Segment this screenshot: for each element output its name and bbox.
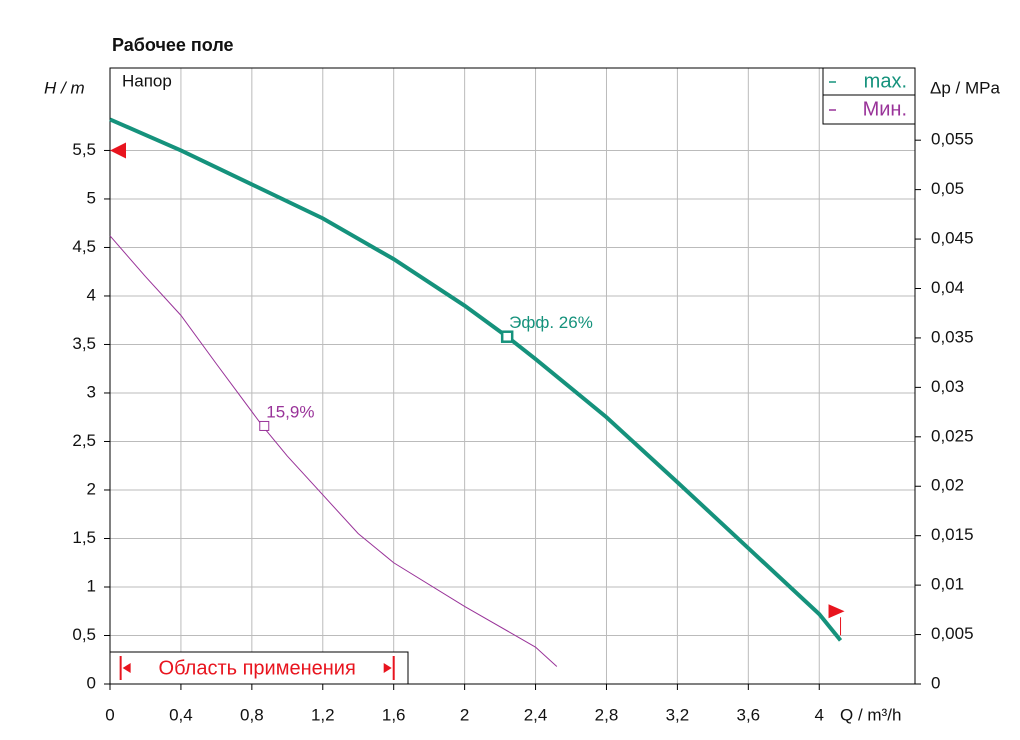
y2-tick-label: 0,035 — [931, 327, 974, 346]
efficiency-marker — [259, 420, 270, 431]
range-arrow — [122, 663, 131, 673]
legend-label: Мин. — [863, 98, 907, 120]
annotation: Эфф. 26% — [509, 313, 593, 332]
x-axis-label: Q / m³/h — [840, 705, 901, 724]
plot-area — [110, 68, 915, 684]
x-tick-label: 0,8 — [240, 705, 264, 724]
series-line — [109, 235, 558, 667]
y-tick-label: 5,5 — [72, 140, 96, 159]
x-tick-label: 1,6 — [382, 705, 406, 724]
y-tick-label: 0,5 — [72, 625, 96, 644]
y-tick-label: 1 — [87, 576, 96, 595]
y2-tick-label: 0,04 — [931, 278, 964, 297]
y2-tick-label: 0,015 — [931, 525, 974, 544]
x-tick-label: 0,4 — [169, 705, 193, 724]
subtitle: Напор — [122, 71, 172, 90]
legend-box — [822, 67, 916, 125]
y2-tick-label: 0,025 — [931, 426, 974, 445]
y2-tick-label: 0 — [931, 673, 940, 692]
range-label: Область применения — [159, 657, 356, 679]
plot-frame — [109, 67, 916, 685]
y-tick-label: 5 — [87, 188, 96, 207]
x-tick-label: 3,2 — [666, 705, 690, 724]
x-tick-label: 1,2 — [311, 705, 335, 724]
y2-axis-label: Δp / MPa — [930, 78, 1000, 97]
chart-title: Рабочее поле — [112, 35, 234, 55]
y2-tick-label: 0,01 — [931, 575, 964, 594]
y2-tick-label: 0,02 — [931, 476, 964, 495]
range-arrow — [383, 663, 392, 673]
y2-tick-label: 0,03 — [931, 377, 964, 396]
x-tick-label: 0 — [105, 705, 114, 724]
y-tick-label: 3 — [87, 382, 96, 401]
y-tick-label: 1,5 — [72, 528, 96, 547]
legend-label: max. — [864, 70, 907, 92]
annotation: 15,9% — [266, 402, 314, 421]
y2-tick-label: 0,005 — [931, 624, 974, 643]
y-tick-label: 4 — [87, 285, 96, 304]
x-tick-label: 2,4 — [524, 705, 548, 724]
y-tick-label: 2 — [87, 479, 96, 498]
efficiency-marker — [500, 330, 514, 343]
y-tick-label: 2,5 — [72, 431, 96, 450]
y-axis-label: H / m — [44, 78, 85, 97]
operating-marker — [828, 604, 845, 619]
x-tick-label: 2,8 — [595, 705, 619, 724]
y2-tick-label: 0,045 — [931, 229, 974, 248]
y-tick-label: 3,5 — [72, 334, 96, 353]
x-tick-label: 3,6 — [737, 705, 761, 724]
operating-marker — [110, 142, 126, 159]
y2-tick-label: 0,055 — [931, 130, 974, 149]
y-tick-label: 0 — [87, 673, 96, 692]
y-tick-label: 4,5 — [72, 237, 96, 256]
range-box — [109, 651, 409, 685]
x-tick-label: 2 — [460, 705, 469, 724]
x-tick-label: 4 — [815, 705, 824, 724]
y2-tick-label: 0,05 — [931, 179, 964, 198]
